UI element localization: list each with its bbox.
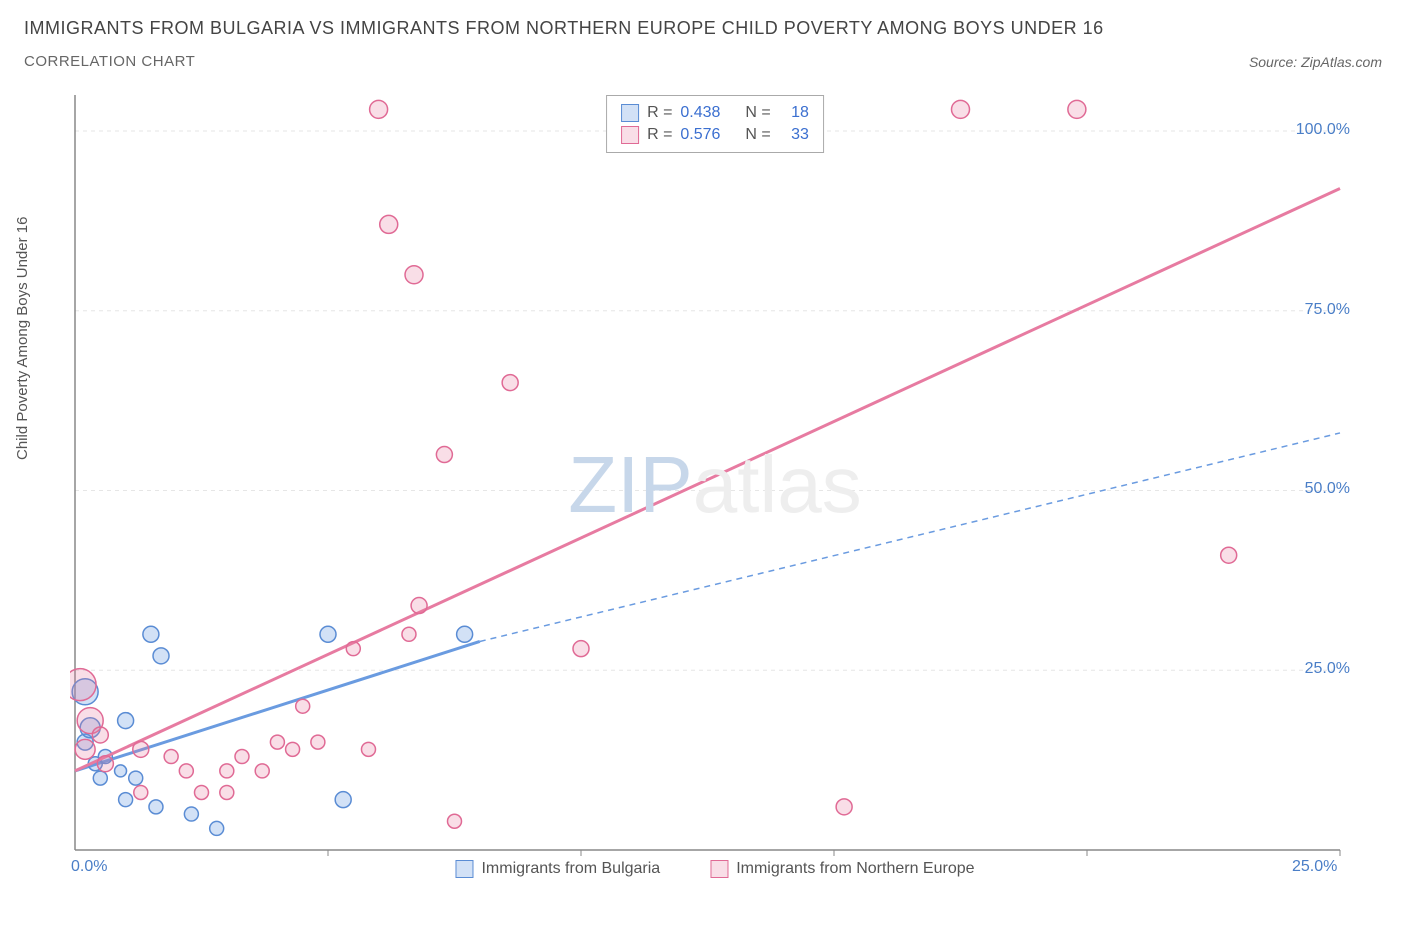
source-attribution: Source: ZipAtlas.com (1249, 54, 1382, 70)
chart-area: ZIPatlas R = 0.438 N = 18 R = 0.576 N = … (70, 90, 1360, 880)
series-legend-item: Immigrants from Bulgaria (455, 860, 660, 878)
chart-subtitle: CORRELATION CHART (24, 53, 195, 70)
legend-r-label: R = (647, 124, 672, 146)
x-tick-label: 0.0% (71, 858, 107, 876)
chart-title: IMMIGRANTS FROM BULGARIA VS IMMIGRANTS F… (24, 18, 1382, 39)
correlation-legend: R = 0.438 N = 18 R = 0.576 N = 33 (606, 95, 824, 153)
y-axis-label: Child Poverty Among Boys Under 16 (14, 217, 31, 460)
legend-swatch (621, 104, 639, 122)
legend-r-label: R = (647, 102, 672, 124)
legend-swatch (621, 126, 639, 144)
legend-row-bulgaria: R = 0.438 N = 18 (621, 102, 809, 124)
x-tick-label: 25.0% (1292, 858, 1337, 876)
y-tick-label: 75.0% (1305, 301, 1350, 319)
y-tick-label: 100.0% (1296, 121, 1350, 139)
legend-n-label: N = (745, 124, 770, 146)
series-legend-label: Immigrants from Bulgaria (481, 860, 660, 878)
source-link[interactable]: ZipAtlas.com (1301, 54, 1382, 70)
series-legend: Immigrants from Bulgaria Immigrants from … (455, 860, 974, 878)
y-tick-label: 25.0% (1305, 660, 1350, 678)
legend-r-value: 0.576 (680, 124, 720, 146)
legend-n-label: N = (745, 102, 770, 124)
y-tick-label: 50.0% (1305, 480, 1350, 498)
legend-n-value: 33 (791, 124, 809, 146)
series-legend-item: Immigrants from Northern Europe (710, 860, 974, 878)
legend-n-value: 18 (791, 102, 809, 124)
legend-row-neurope: R = 0.576 N = 33 (621, 124, 809, 146)
legend-swatch (455, 860, 473, 878)
legend-swatch (710, 860, 728, 878)
series-legend-label: Immigrants from Northern Europe (736, 860, 974, 878)
source-prefix: Source: (1249, 54, 1301, 70)
legend-r-value: 0.438 (680, 102, 720, 124)
scatter-plot (70, 90, 1360, 880)
